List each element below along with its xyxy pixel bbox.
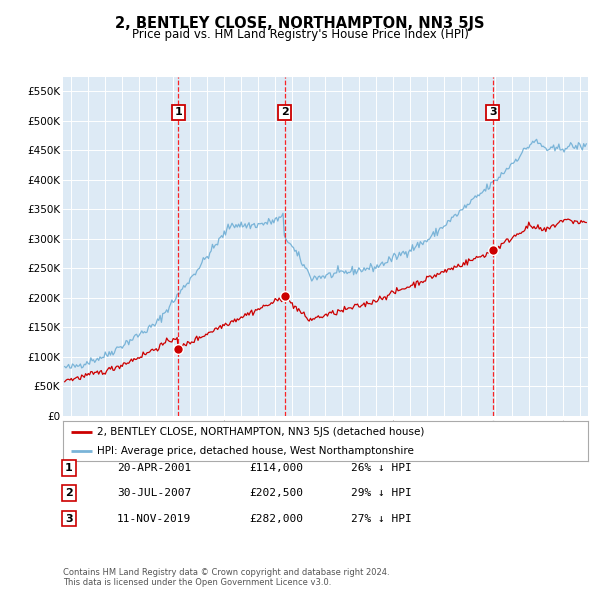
Text: 3: 3 [489,107,496,117]
Text: 27% ↓ HPI: 27% ↓ HPI [351,514,412,523]
Text: 2: 2 [281,107,289,117]
Text: Price paid vs. HM Land Registry's House Price Index (HPI): Price paid vs. HM Land Registry's House … [131,28,469,41]
Text: 3: 3 [65,514,73,523]
Text: Contains HM Land Registry data © Crown copyright and database right 2024.
This d: Contains HM Land Registry data © Crown c… [63,568,389,587]
Text: 29% ↓ HPI: 29% ↓ HPI [351,489,412,498]
Text: 1: 1 [174,107,182,117]
Text: £282,000: £282,000 [249,514,303,523]
Text: 20-APR-2001: 20-APR-2001 [117,463,191,473]
Text: 30-JUL-2007: 30-JUL-2007 [117,489,191,498]
Text: HPI: Average price, detached house, West Northamptonshire: HPI: Average price, detached house, West… [97,445,414,455]
Text: 1: 1 [65,463,73,473]
Text: 2: 2 [65,489,73,498]
Text: 2, BENTLEY CLOSE, NORTHAMPTON, NN3 5JS: 2, BENTLEY CLOSE, NORTHAMPTON, NN3 5JS [115,16,485,31]
Text: £202,500: £202,500 [249,489,303,498]
Text: 11-NOV-2019: 11-NOV-2019 [117,514,191,523]
Text: 26% ↓ HPI: 26% ↓ HPI [351,463,412,473]
Text: £114,000: £114,000 [249,463,303,473]
Text: 2, BENTLEY CLOSE, NORTHAMPTON, NN3 5JS (detached house): 2, BENTLEY CLOSE, NORTHAMPTON, NN3 5JS (… [97,427,425,437]
